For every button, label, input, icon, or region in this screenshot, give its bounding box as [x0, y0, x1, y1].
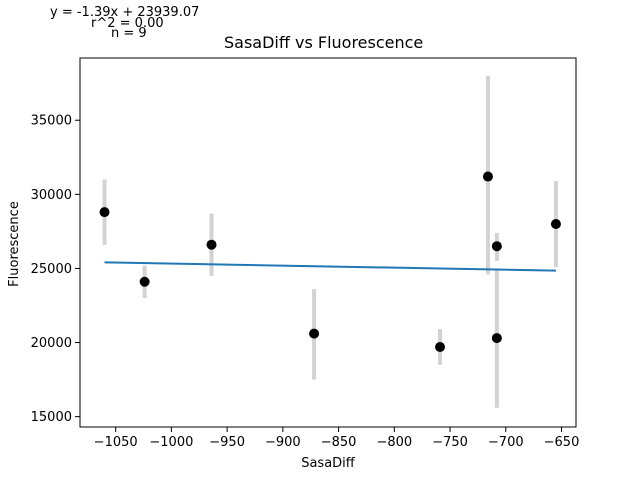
axes-layer: −1050 −1000 −950 −900 −850 −800 −750 −700 −650 15… [31, 57, 580, 450]
x-tick-label-8: −650 [544, 435, 580, 450]
x-tick-label-6: −750 [432, 435, 468, 450]
y-tick-label-2: 25000 [31, 262, 72, 277]
y-tick-label-1: 20000 [31, 336, 72, 351]
errorbar-layer [102, 75, 558, 408]
x-tick-label-2: −950 [209, 435, 245, 450]
fit-line-layer [104, 261, 556, 272]
x-tick-label-7: −700 [488, 435, 524, 450]
y-tick-label-4: 35000 [31, 114, 72, 129]
x-tick-label-0: −1050 [94, 435, 138, 450]
data-point-3 [309, 328, 320, 339]
data-point-4 [435, 341, 446, 352]
y-tick-label-0: 15000 [31, 410, 72, 425]
x-tick-label-1: −1000 [149, 435, 193, 450]
data-point-0 [99, 207, 110, 218]
plot-frame [79, 57, 577, 428]
data-point-1 [139, 276, 150, 287]
regression-line [104, 261, 556, 272]
data-point-5 [482, 171, 493, 182]
data-point-7 [491, 333, 502, 344]
r-squared-label: r^2 = 0.00 [91, 16, 164, 31]
chart-title: SasaDiff vs Fluorescence [224, 33, 424, 52]
points-layer [99, 171, 561, 352]
y-tick-label-3: 30000 [31, 188, 72, 203]
y-axis-label: Fluorescence [7, 201, 22, 287]
data-point-8 [550, 218, 561, 229]
x-tick-label-5: −800 [376, 435, 412, 450]
sample-count-label: n = 9 [111, 26, 147, 41]
data-point-2 [206, 239, 217, 250]
x-axis-label: SasaDiff [301, 456, 356, 471]
x-tick-label-4: −850 [321, 435, 357, 450]
x-tick-label-3: −900 [265, 435, 301, 450]
data-point-6 [491, 241, 502, 252]
regression-equation: y = -1.39x + 23939.07 [50, 5, 200, 20]
